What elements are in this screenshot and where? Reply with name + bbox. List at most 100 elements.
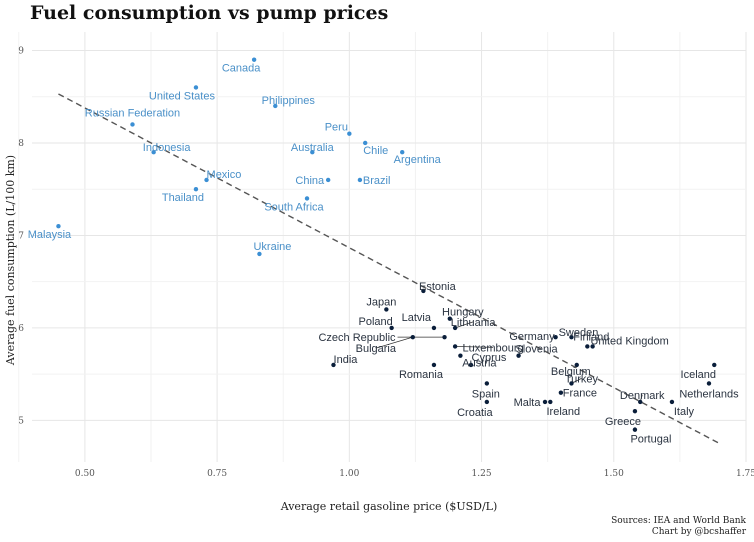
- label-iceland: Iceland: [681, 369, 716, 381]
- grid-lines: [18, 32, 747, 462]
- y-tick-label: 8: [18, 139, 24, 149]
- point-united-kingdom: [590, 344, 595, 349]
- label-luxembourg: Luxembourg: [463, 342, 524, 354]
- label-lithuania: Lithuania: [451, 317, 497, 329]
- point-france: [558, 390, 564, 395]
- label-canada: Canada: [222, 63, 261, 75]
- x-tick-label: 0.50: [75, 469, 95, 479]
- point-russian-federation: [130, 122, 135, 127]
- label-italy: Italy: [674, 406, 695, 418]
- x-tick-labels: 0.50 0.75 1.00 1.25 1.50 1.75: [75, 469, 754, 479]
- point-germany: [553, 334, 558, 340]
- chart-title: Fuel consumption vs pump prices: [30, 2, 389, 24]
- y-tick-label: 5: [18, 416, 24, 426]
- label-south-africa: South Africa: [264, 201, 324, 213]
- point-luxembourg: [452, 344, 458, 349]
- label-finland: Finland: [573, 331, 609, 343]
- point-indonesia: [151, 150, 156, 155]
- x-tick-label: 0.75: [207, 469, 227, 479]
- point-malta: [542, 399, 548, 405]
- label-mexico: Mexico: [207, 169, 242, 181]
- y-tick-label: 6: [18, 324, 24, 334]
- label-malaysia: Malaysia: [28, 229, 72, 241]
- leader-lithuania: [454, 321, 474, 329]
- point-india: [331, 362, 336, 368]
- label-india: India: [334, 354, 359, 366]
- label-belgium: Belgium: [551, 366, 591, 378]
- point-hungary: [447, 316, 453, 321]
- label-thailand: Thailand: [162, 192, 204, 204]
- leader-luxembourg: [455, 346, 494, 348]
- label-poland: Poland: [359, 316, 393, 328]
- label-united-states: United States: [149, 90, 216, 102]
- y-axis-title: Average fuel consumption (L/100 km): [4, 155, 17, 366]
- point-poland: [389, 325, 394, 331]
- point-belgium: [574, 362, 579, 368]
- label-bulgaria: Bulgaria: [356, 343, 397, 355]
- point-japan: [384, 307, 389, 312]
- label-peru: Peru: [325, 122, 348, 134]
- label-france: France: [563, 388, 597, 400]
- label-argentina: Argentina: [394, 154, 442, 166]
- label-indonesia: Indonesia: [143, 142, 192, 154]
- point-cyprus: [468, 362, 474, 368]
- x-tick-label: 1.25: [472, 469, 492, 479]
- point-netherlands: [706, 381, 712, 386]
- label-germany: Germany: [509, 331, 555, 343]
- label-turkey: Turkey: [565, 373, 599, 385]
- label-netherlands: Netherlands: [679, 388, 739, 400]
- point-portugal: [632, 427, 638, 432]
- point-denmark: [638, 399, 643, 405]
- point-china: [325, 177, 331, 183]
- point-greece: [632, 408, 638, 414]
- label-japan: Japan: [366, 296, 396, 308]
- point-latvia: [431, 325, 437, 331]
- x-axis-title: Average retail gasoline price ($USD/L): [280, 500, 498, 513]
- point-slovenia: [516, 353, 521, 358]
- point-australia: [310, 150, 315, 155]
- label-czech-republic: Czech Republic: [318, 332, 396, 344]
- point-brazil: [357, 177, 363, 183]
- label-denmark: Denmark: [620, 390, 665, 402]
- point-czech-republic: [442, 334, 447, 340]
- point-turkey: [569, 381, 574, 386]
- data-points: [56, 57, 717, 432]
- point-south-africa: [304, 196, 310, 201]
- label-sweden: Sweden: [559, 327, 599, 339]
- leader-bulgaria: [375, 336, 413, 349]
- label-brazil: Brazil: [363, 175, 391, 187]
- point-labels: Canada United States Philippines Russian Fe…: [28, 63, 739, 446]
- point-finland: [585, 344, 590, 349]
- point-ukraine: [257, 251, 262, 257]
- label-australia: Australia: [291, 142, 335, 154]
- label-russian-federation: Russian Federation: [85, 107, 180, 119]
- label-croatia: Croatia: [457, 407, 493, 419]
- point-italy: [669, 399, 675, 405]
- point-bulgaria: [410, 334, 415, 340]
- point-argentina: [400, 150, 405, 155]
- label-china: China: [295, 175, 325, 187]
- label-united-kingdom: United Kingdom: [590, 335, 668, 347]
- y-tick-label: 7: [18, 231, 24, 241]
- chart-credit: Chart by @bcshaffer: [651, 527, 746, 537]
- point-mexico: [204, 177, 209, 183]
- point-croatia: [484, 399, 490, 405]
- label-estonia: Estonia: [419, 281, 457, 293]
- label-romania: Romania: [399, 369, 444, 381]
- point-sweden: [569, 334, 574, 340]
- source-credit: Sources: IEA and World Bank: [611, 516, 746, 526]
- x-tick-label: 1.00: [339, 469, 359, 479]
- point-peru: [347, 131, 352, 136]
- label-austria: Austria: [462, 358, 497, 370]
- label-cyprus: Cyprus: [472, 352, 507, 364]
- point-canada: [251, 57, 257, 62]
- point-estonia: [421, 288, 426, 294]
- point-spain: [484, 381, 490, 386]
- y-tick-label: 9: [18, 46, 24, 56]
- label-malta: Malta: [514, 397, 542, 409]
- label-portugal: Portugal: [630, 434, 671, 446]
- label-hungary: Hungary: [442, 307, 484, 319]
- label-slovenia: Slovenia: [515, 344, 558, 356]
- source-caption: Sources: IEA and World Bank Chart by @bc…: [611, 516, 746, 538]
